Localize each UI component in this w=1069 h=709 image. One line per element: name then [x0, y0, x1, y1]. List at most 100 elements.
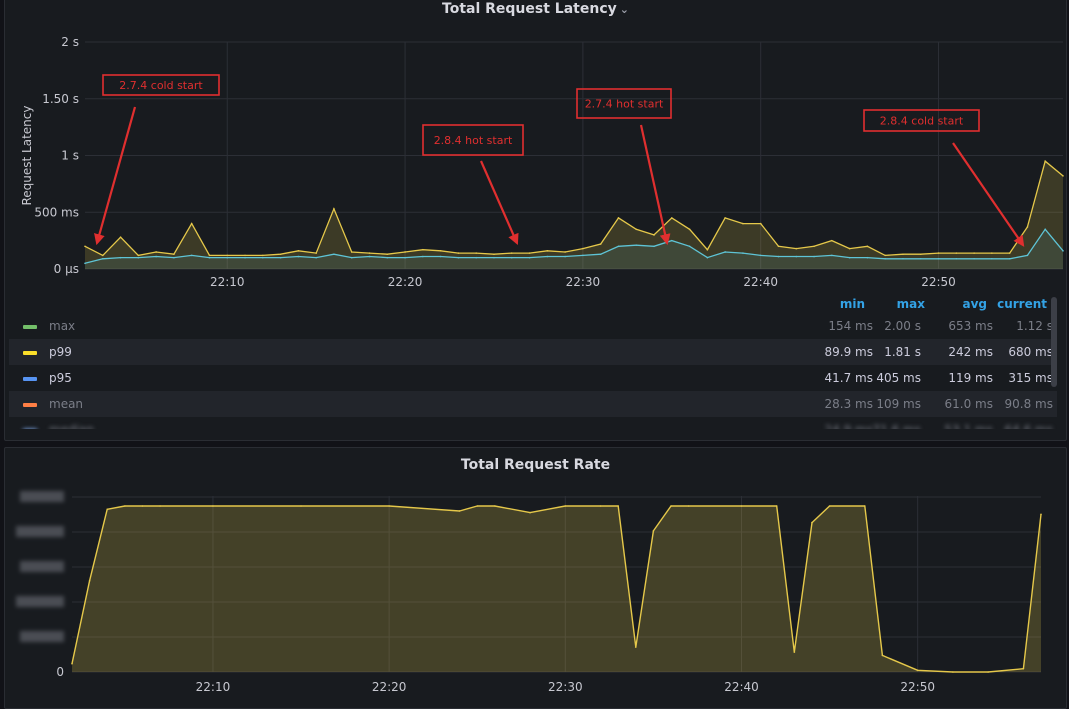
legend-header-min[interactable]: min	[839, 297, 865, 311]
legend-header-avg[interactable]: avg	[962, 297, 987, 311]
data-point-p95	[190, 254, 193, 257]
x-tick-label: 22:50	[921, 275, 956, 289]
legend-swatch	[23, 351, 37, 355]
legend-value-min: 28.3 ms	[824, 397, 873, 411]
data-point-p95	[848, 256, 851, 259]
legend-value-avg: 53.1 ms	[917, 417, 993, 429]
data-point-p95	[635, 244, 638, 246]
data-point-p99	[991, 252, 993, 254]
data-point-p99	[759, 222, 762, 225]
legend-value-min: 24.9 ms	[793, 417, 873, 429]
data-point-p95	[742, 252, 744, 254]
data-point-p95	[688, 245, 691, 248]
rate-data-point	[106, 508, 109, 511]
legend-value-current: 315 ms	[1008, 371, 1053, 385]
legend-row-max[interactable]: max 154 ms 2.00 s 653 ms 1.12 s	[9, 313, 1057, 339]
legend-series-name[interactable]: max	[49, 319, 76, 333]
data-point-p95	[386, 256, 389, 259]
legend-header-current[interactable]: current	[997, 297, 1047, 311]
annotation-callout: 2.7.4 hot start	[576, 88, 672, 246]
data-point-p99	[368, 252, 371, 254]
rate-chart: 022:1022:2022:3022:4022:5023:0023:1023:2…	[16, 491, 1042, 694]
x-tick-label: 22:40	[724, 680, 759, 694]
legend-row-median[interactable]: median 24.9 ms71.6 ms53.1 ms64.6 ms	[9, 417, 1057, 429]
data-point-p99	[546, 250, 549, 252]
legend-row-p95[interactable]: p95 41.7 ms 405 ms 119 ms 315 ms	[9, 365, 1057, 391]
data-point-p99	[226, 254, 229, 257]
legend-value-avg: 119 ms	[948, 371, 993, 385]
latency-grid	[85, 41, 1063, 270]
data-point-p95	[422, 255, 424, 258]
data-point-p99	[137, 254, 140, 257]
data-point-p99	[333, 208, 335, 210]
data-point-p95	[955, 257, 958, 260]
data-point-p99	[706, 248, 709, 251]
rate-panel-title[interactable]: Total Request Rate	[460, 457, 611, 473]
legend-scrollbar[interactable]	[1051, 297, 1057, 387]
latency-panel: Total Request Latency ⌄ 0 µs 500 ms 1 s 1.50…	[4, 0, 1067, 441]
data-point-p95	[866, 256, 869, 259]
legend-row-p99[interactable]: p99 89.9 ms 1.81 s 242 ms 680 ms	[9, 339, 1057, 365]
data-point-p95	[1062, 250, 1064, 252]
legend-value-current: 680 ms	[1008, 345, 1053, 359]
data-point-p95	[208, 256, 211, 259]
annotation-label: 2.7.4 hot start	[585, 98, 664, 111]
data-point-p99	[262, 254, 264, 257]
data-point-p95	[84, 262, 86, 265]
rate-data-point	[1022, 667, 1025, 670]
annotation-label: 2.8.4 hot start	[434, 134, 513, 147]
legend-header-max[interactable]: max	[896, 297, 925, 311]
y-tick-label-redacted	[20, 561, 64, 572]
legend-value-max: 405 ms	[876, 371, 921, 385]
x-tick-label: 22:30	[548, 680, 583, 694]
data-point-p95	[173, 256, 175, 259]
data-point-p95	[510, 256, 513, 259]
data-point-p99	[155, 251, 157, 253]
data-point-p95	[617, 245, 620, 248]
rate-data-point	[687, 505, 690, 507]
data-point-p95	[991, 257, 993, 260]
data-point-p99	[671, 217, 673, 219]
data-point-p95	[671, 239, 673, 242]
x-tick-label: 22:40	[743, 275, 778, 289]
y-tick-label-redacted	[16, 596, 64, 607]
rate-series-line[interactable]	[71, 505, 1042, 673]
data-point-p99	[635, 228, 638, 231]
chevron-down-icon[interactable]: ⌄	[619, 3, 629, 16]
data-point-p99	[902, 253, 904, 256]
x-tick-label: 22:30	[566, 275, 601, 289]
data-point-p95	[244, 256, 246, 259]
legend-swatch	[23, 325, 37, 329]
data-point-p95	[706, 256, 709, 259]
data-point-p95	[1008, 257, 1011, 260]
data-point-p99	[866, 245, 869, 248]
data-point-p99	[724, 217, 726, 219]
rate-panel: Total Request Rate 0 22:10 22:20 22:30 22:40…	[4, 447, 1067, 709]
data-point-p99	[884, 254, 886, 257]
rate-data-point	[212, 505, 214, 507]
series-line-p99[interactable]	[84, 160, 1064, 257]
rate-data-point	[793, 651, 796, 653]
legend-series-name[interactable]: mean	[49, 397, 84, 411]
legend-series-name[interactable]: p95	[49, 371, 72, 385]
legend-series-name[interactable]: median	[49, 417, 94, 429]
rate-data-point	[599, 505, 602, 507]
legend-series-name[interactable]: p99	[49, 345, 72, 359]
data-point-p99	[653, 234, 655, 236]
y-tick-label: 500 ms	[34, 205, 79, 219]
data-point-p95	[155, 255, 157, 258]
rate-data-point	[916, 669, 919, 672]
rate-data-point	[952, 671, 954, 673]
legend-value-avg: 242 ms	[948, 345, 993, 359]
series-line-p95[interactable]	[84, 228, 1064, 264]
rate-data-point	[634, 646, 637, 648]
y-tick-label-redacted	[16, 526, 64, 537]
data-point-p95	[350, 256, 353, 259]
data-point-p99	[831, 239, 833, 242]
legend-value-max: 71.6 ms	[851, 417, 921, 429]
latency-panel-title[interactable]: Total Request Latency ⌄	[5, 1, 1066, 17]
latency-title-text: Total Request Latency	[442, 1, 617, 17]
data-point-p99	[279, 253, 282, 256]
legend-row-mean[interactable]: mean 28.3 ms 109 ms 61.0 ms 90.8 ms	[9, 391, 1057, 417]
data-point-p99	[955, 252, 958, 254]
